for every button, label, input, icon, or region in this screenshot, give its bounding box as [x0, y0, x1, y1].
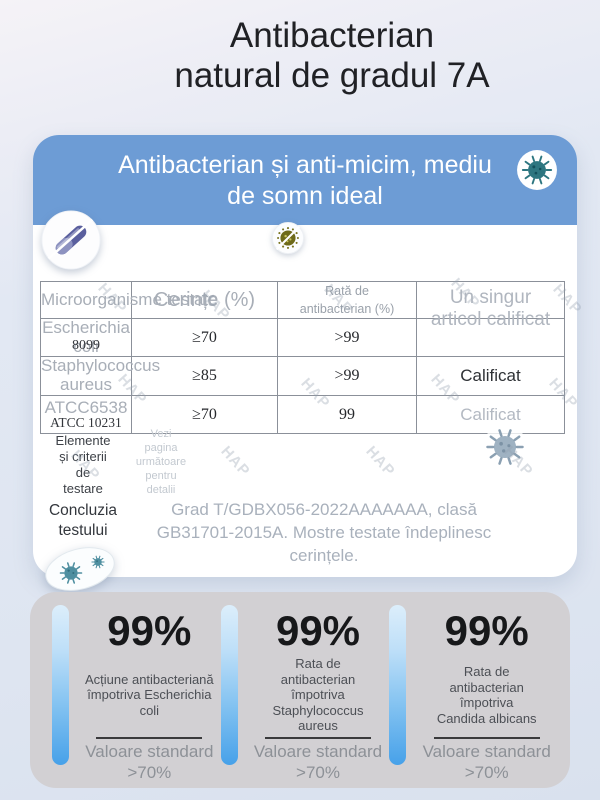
- organism-name: Escherichia: [42, 318, 130, 337]
- header-requirements: Cerințe (%): [153, 288, 256, 311]
- bacteria-cluster-icon: [45, 547, 115, 591]
- rate-value: 99: [339, 405, 355, 423]
- see-next-page-note: Vezi pagina următoare pentru detalii: [135, 428, 187, 496]
- organism-name: Staphylococcus: [41, 356, 161, 375]
- bacteria-icon: [271, 221, 305, 255]
- organism-name: aureus: [60, 375, 112, 394]
- stat-bar: [389, 605, 407, 765]
- rate-value: >99: [334, 367, 360, 384]
- strain-code: 8099: [72, 338, 100, 353]
- test-report-card: Antibacterian și anti-micim, mediu de so…: [33, 135, 585, 577]
- test-elements-label: Elemente și criterii de testare: [55, 433, 111, 496]
- virus-icon-gray: [482, 424, 528, 470]
- page-title: Antibacterian natural de gradul 7A: [174, 16, 490, 95]
- header-antibacterial-rate: Rată de antibacterian (%): [299, 284, 395, 316]
- requirement-value: ≥70: [192, 328, 217, 346]
- header-qualified: Un singur articol calificat: [430, 287, 551, 330]
- stat-divider: [433, 737, 540, 739]
- conclusion-label: Concluzia testului: [48, 502, 118, 539]
- stat-staphylococcus: 99% Rata de antibacterian împotriva Stap…: [220, 605, 390, 788]
- virus-icon: [517, 150, 557, 190]
- card-header-title: Antibacterian și anti-micim, mediu de so…: [33, 135, 577, 225]
- stat-value: 99%: [275, 607, 361, 654]
- qualified-value: Calificat: [460, 366, 521, 385]
- stat-description: Rata de antibacterian împotriva Candida …: [436, 664, 537, 726]
- watermark: HAP: [362, 442, 399, 481]
- requirement-value: ≥70: [192, 405, 217, 423]
- stat-divider: [265, 737, 371, 739]
- table-row: Staphylococcus aureus ≥85 >99 Calificat: [40, 356, 565, 396]
- stat-bar: [52, 605, 69, 765]
- stat-description: Acțiune antibacteriană împotriva Escheri…: [85, 671, 214, 718]
- stat-standard: Valoare standard >70%: [85, 742, 214, 782]
- stat-description: Rata de antibacterian împotriva Staphylo…: [272, 656, 364, 734]
- pill-icon: [41, 210, 101, 270]
- watermark: HAP: [217, 442, 254, 481]
- stat-divider: [96, 737, 203, 739]
- conclusion-text: Grad T/GDBX056-2022AAAAAAA, clasă GB3170…: [156, 500, 492, 565]
- stat-value: 99%: [107, 607, 192, 654]
- stat-value: 99%: [444, 607, 529, 654]
- organism-name: ATCC6538: [44, 397, 128, 417]
- table-row: ATCC6538 ATCC 10231 ≥70 99 Calificat: [40, 395, 565, 434]
- stat-candida: 99% Rata de antibacterian împotriva Cand…: [389, 605, 558, 788]
- stats-panel: 99% Acțiune antibacteriană împotriva Esc…: [30, 592, 570, 788]
- table-header-row: Microorganisme testate Cerințe (%) Rată …: [40, 281, 565, 330]
- requirement-value: ≥85: [192, 367, 217, 384]
- strain-code: ATCC 10231: [50, 414, 122, 430]
- test-results-table: Microorganisme testate Cerințe (%) Rată …: [40, 281, 565, 434]
- stat-standard: Valoare standard >70%: [422, 742, 551, 782]
- stat-bar: [220, 605, 238, 765]
- organism-name: coli: [73, 337, 99, 356]
- stat-ecoli: 99% Acțiune antibacteriană împotriva Esc…: [52, 605, 221, 788]
- rate-value: >99: [334, 328, 360, 346]
- stat-standard: Valoare standard >70%: [253, 742, 383, 782]
- qualified-value: Calificat: [460, 404, 521, 424]
